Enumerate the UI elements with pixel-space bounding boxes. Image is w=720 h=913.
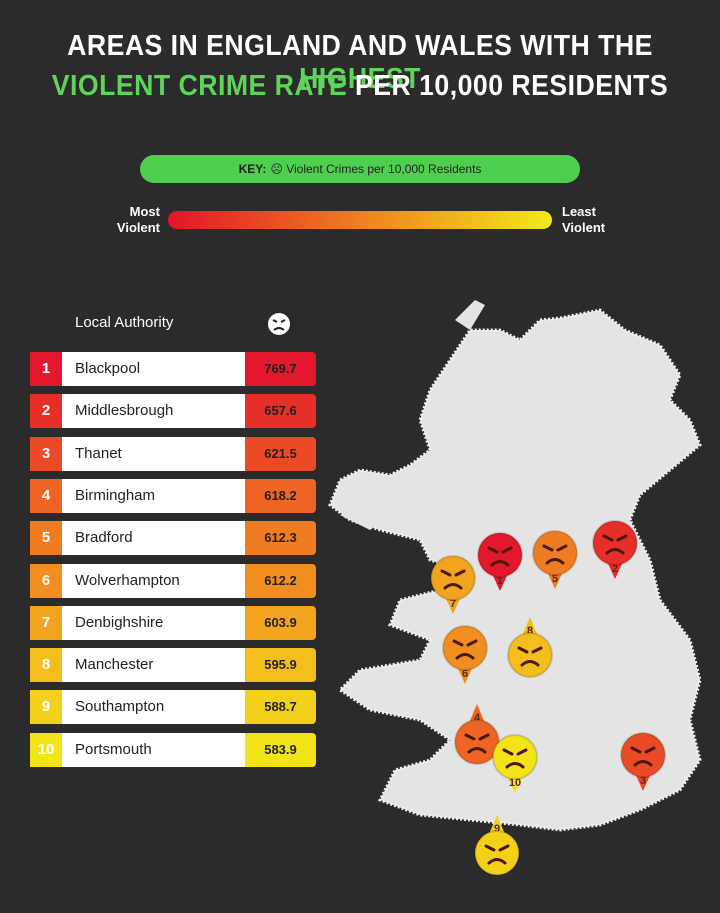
legend-least: Least Violent: [562, 204, 606, 235]
face-features: [630, 746, 656, 767]
pin-face: [474, 830, 520, 876]
table-header: Local Authority: [75, 314, 174, 331]
pin-face: [430, 555, 476, 601]
gradient-bar: [168, 211, 552, 229]
title-highlight: VIOLENT CRIME RATE: [51, 70, 348, 102]
rank: 3: [30, 436, 62, 471]
key-label: KEY:: [238, 162, 267, 176]
pin: 7: [430, 555, 476, 614]
pin: 3: [620, 732, 666, 791]
pin-face: [620, 732, 666, 778]
authority-name: Southampton: [62, 690, 245, 725]
crime-rate: 621.5: [245, 436, 316, 471]
rank: 2: [30, 394, 62, 429]
face-features: [502, 748, 528, 769]
title-highlight: HIGHEST: [299, 63, 421, 95]
pin: 10: [492, 734, 538, 793]
table-row: 1 Blackpool 769.7: [30, 352, 316, 386]
rank: 5: [30, 521, 62, 556]
pin-face: [507, 632, 553, 678]
table-row: 4 Birmingham 618.2: [30, 478, 316, 513]
crime-rate: 618.2: [245, 478, 316, 513]
pin-number: 9: [494, 823, 500, 835]
title-text: PER 10,000 RESIDENTS: [355, 70, 669, 102]
pin-number: 5: [552, 573, 558, 585]
rank: 7: [30, 605, 62, 640]
pin: 1: [477, 532, 523, 591]
face-features: [452, 639, 478, 660]
authority-name: Blackpool: [62, 352, 245, 386]
table-row: 3 Thanet 621.5: [30, 436, 316, 471]
table-row: 5 Bradford 612.3: [30, 521, 316, 556]
title-text: AREAS IN ENGLAND AND WALES WITH THE: [67, 30, 653, 62]
crime-rate: 595.9: [245, 648, 316, 683]
rank: 4: [30, 478, 62, 513]
pin-number: 3: [640, 775, 646, 787]
authority-name: Portsmouth: [62, 732, 245, 767]
pin-face: [592, 520, 638, 566]
face-features: [464, 733, 490, 754]
authority-name: Thanet: [62, 436, 245, 471]
pin-face: [477, 532, 523, 578]
face-features: [602, 534, 628, 555]
pin-number: 4: [474, 712, 481, 724]
authority-name: Middlesbrough: [62, 394, 245, 429]
face-features: [542, 544, 568, 565]
map-island: [455, 300, 485, 330]
pins: 1 2 3 4 5 6 7 8 9 10: [430, 520, 666, 876]
table-row: 6 Wolverhampton 612.2: [30, 563, 316, 598]
rank: 10: [30, 732, 62, 767]
crime-rate: 603.9: [245, 605, 316, 640]
pin-number: 10: [509, 777, 521, 789]
pin: 2: [592, 520, 638, 579]
authority-name: Bradford: [62, 521, 245, 556]
table-row: 8 Manchester 595.9: [30, 648, 316, 683]
face-features: [517, 646, 543, 667]
rank: 1: [30, 352, 62, 386]
pin-face: [492, 734, 538, 780]
crime-rate: 588.7: [245, 690, 316, 725]
crime-rate: 612.2: [245, 563, 316, 598]
title-line: AREAS IN ENGLAND AND WALES WITH THE HIGH…: [29, 30, 691, 96]
pin-number: 1: [497, 575, 503, 587]
pin: 9: [474, 815, 520, 876]
crime-rate: 583.9: [245, 732, 316, 767]
crime-rate: 769.7: [245, 352, 316, 386]
title-line: VIOLENT CRIME RATE PER 10,000 RESIDENTS: [29, 70, 691, 103]
pin-number: 7: [450, 598, 456, 610]
key-text: Violent Crimes per 10,000 Residents: [286, 162, 482, 176]
table-row: 10 Portsmouth 583.9: [30, 732, 316, 767]
legend-most: Most Violent: [116, 204, 160, 235]
crime-rate: 657.6: [245, 394, 316, 429]
pin-number: 2: [612, 563, 618, 575]
rank: 6: [30, 563, 62, 598]
table-row: 7 Denbighshire 603.9: [30, 605, 316, 640]
pin-face: [442, 625, 488, 671]
pin: 6: [442, 625, 488, 684]
crime-rate: 612.3: [245, 521, 316, 556]
face-features: [484, 844, 510, 865]
authority-name: Wolverhampton: [62, 563, 245, 598]
rank: 9: [30, 690, 62, 725]
map-island: [340, 500, 395, 530]
face-features: [487, 546, 513, 567]
face-features: [440, 569, 466, 590]
table-row: 2 Middlesbrough 657.6: [30, 394, 316, 429]
pin: 8: [507, 617, 553, 678]
rank: 8: [30, 648, 62, 683]
authority-name: Birmingham: [62, 478, 245, 513]
pin-number: 8: [527, 625, 533, 637]
pin: 5: [532, 530, 578, 589]
table-row: 9 Southampton 588.7: [30, 690, 316, 725]
pin-number: 6: [462, 668, 468, 680]
authority-name: Denbighshire: [62, 605, 245, 640]
key: KEY: ☹ Violent Crimes per 10,000 Resident…: [140, 155, 580, 183]
authority-name: Manchester: [62, 648, 245, 683]
pin-face: [532, 530, 578, 576]
